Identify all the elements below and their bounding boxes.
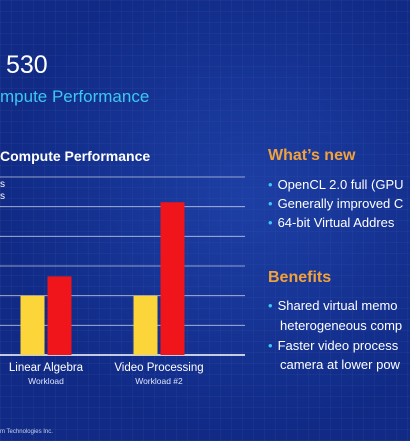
bullet-dot-icon: •: [268, 196, 273, 211]
bullet-text: Shared virtual memo: [277, 298, 398, 313]
bullet-dot-icon: •: [268, 298, 273, 313]
slide-subtitle: mpute Performance: [0, 87, 150, 106]
bullet-dot-icon: •: [268, 338, 273, 353]
bar: [47, 276, 72, 355]
whats-new-bullet: • OpenCL 2.0 full (GPU: [268, 177, 404, 192]
bar: [20, 295, 45, 355]
slide-title: 530: [6, 51, 48, 79]
x-tick-sublabel: Workload #2: [135, 376, 183, 386]
bullet-dot-icon: •: [268, 215, 273, 230]
legend-entry-2: s: [0, 191, 5, 202]
bullet-text: Faster video process: [277, 338, 399, 353]
bullet-text: OpenCL 2.0 full (GPU: [277, 177, 404, 192]
x-tick-sublabel: Workload: [28, 376, 64, 386]
bullet-continuation: heterogeneous comp: [280, 318, 403, 333]
x-tick-label: Linear Algebra: [9, 362, 84, 374]
copyright-text: m Technologies Inc.: [0, 429, 53, 435]
bullet-text: 64-bit Virtual Addres: [277, 215, 395, 230]
whats-new-bullet: • 64-bit Virtual Addres: [268, 215, 394, 230]
benefits-bullet: • Faster video process: [268, 338, 398, 353]
bar: [133, 295, 158, 355]
x-tick-label: Video Processing: [114, 362, 203, 374]
whats-new-bullet: • Generally improved C: [268, 196, 403, 211]
bullet-dot-icon: •: [268, 177, 273, 192]
chart-title: Compute Performance: [0, 148, 151, 164]
benefits-bullet: • Shared virtual memo: [268, 298, 398, 313]
bullet-text: Generally improved C: [277, 196, 404, 211]
bullet-continuation: camera at lower pow: [280, 357, 400, 372]
bar: [160, 202, 185, 355]
benefits-heading: Benefits: [268, 269, 332, 286]
legend-entry-1: s: [0, 179, 5, 190]
whats-new-heading: What’s new: [268, 147, 356, 164]
